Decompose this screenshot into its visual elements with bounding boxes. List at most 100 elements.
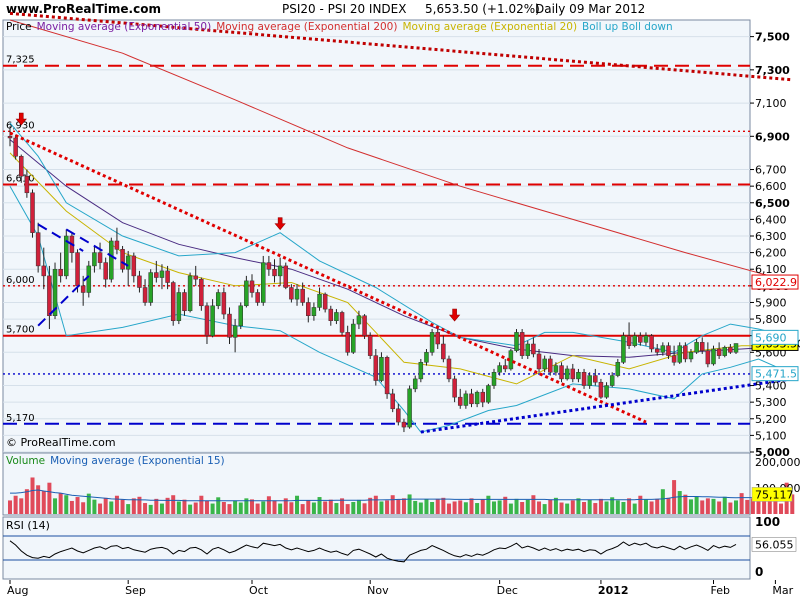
- candle-body: [688, 352, 694, 360]
- rsi-tag-box: [751, 537, 797, 552]
- candle-body: [632, 335, 637, 346]
- candle-body: [491, 371, 497, 386]
- candle-body: [170, 282, 176, 321]
- value-tag-box: [751, 366, 799, 382]
- candle-body: [47, 275, 52, 317]
- volume-bar: [289, 502, 294, 514]
- candle-body: [587, 375, 592, 386]
- candle-body: [64, 235, 69, 277]
- trend-line: [37, 223, 84, 252]
- candle-body: [615, 362, 621, 376]
- volume-bar: [334, 503, 339, 514]
- volume-bar: [537, 501, 542, 514]
- candle-body: [384, 357, 390, 395]
- x-tick-label: Feb: [710, 584, 729, 597]
- volume-bar: [345, 504, 350, 514]
- candle-body: [722, 347, 727, 356]
- volume-bar: [69, 500, 74, 514]
- rsi-lines: [3, 535, 750, 563]
- x-axis: Aug Sep Oct Nov Dec 2012 Feb Mar: [7, 580, 794, 597]
- candle-body: [283, 265, 289, 288]
- volume-bar: [13, 495, 18, 514]
- candle-body: [227, 313, 232, 338]
- candle-body: [666, 345, 671, 356]
- volume-bar: [722, 496, 727, 514]
- legend-entry: Moving average (Exponential 200): [216, 21, 397, 33]
- volume-bar: [773, 500, 778, 514]
- candle-body: [159, 270, 165, 278]
- candle-body: [328, 308, 334, 321]
- volume-bar: [8, 500, 12, 514]
- candle-body: [621, 335, 626, 363]
- volume-bar: [216, 497, 221, 514]
- legend-entry: Moving average (Exponential 20): [402, 21, 577, 33]
- volume-bar: [666, 497, 671, 514]
- candle-body: [441, 343, 446, 360]
- price-tick-label: 5,100: [755, 429, 787, 442]
- volume-bar: [244, 498, 249, 514]
- candle-body: [519, 332, 525, 356]
- candle-body: [486, 385, 491, 403]
- candle-body: [564, 368, 570, 380]
- volume-bar: [655, 498, 660, 514]
- candle-body: [638, 335, 643, 343]
- candle-body: [300, 288, 305, 303]
- volume-bar: [41, 491, 46, 514]
- volume-bar: [159, 503, 164, 514]
- candle-body: [232, 325, 238, 338]
- price-tick-label: 7,500: [755, 31, 790, 44]
- volume-bar: [593, 503, 598, 514]
- volume-bar: [306, 500, 311, 514]
- candle-body: [497, 365, 502, 373]
- candle-body: [699, 342, 705, 351]
- candle-body: [261, 262, 266, 303]
- site-name[interactable]: www.ProRealTime.com: [6, 2, 161, 16]
- price-tick-label: 5,300: [755, 396, 787, 409]
- volume-bar: [548, 499, 553, 514]
- volume-bar: [705, 498, 710, 514]
- x-tick-label: 2012: [598, 584, 629, 597]
- volume-bar: [323, 501, 328, 514]
- candle-body: [593, 375, 598, 383]
- price-tick-label: 5,900: [755, 296, 787, 309]
- volume-ma-path: [10, 489, 793, 502]
- volume-bar: [250, 499, 254, 514]
- volume-bar: [627, 498, 632, 514]
- volume-bar: [649, 501, 654, 514]
- candle-body: [244, 280, 249, 307]
- volume-bar: [503, 496, 508, 514]
- price-tick-label: 6,300: [755, 230, 787, 243]
- indicator-line: [9, 122, 793, 353]
- candle-body: [345, 332, 350, 353]
- volume-bar: [525, 499, 530, 514]
- price-tick-label: 7,300: [755, 64, 790, 77]
- volume-bar: [621, 502, 626, 514]
- trend-line: [420, 377, 793, 434]
- candle-body: [221, 292, 227, 315]
- indicator-line: [9, 152, 793, 385]
- volume-bar: [19, 498, 24, 514]
- volume-bar: [266, 496, 271, 514]
- volume-bar: [340, 498, 345, 514]
- candle-body: [80, 285, 86, 293]
- value-tag-box: [751, 329, 799, 345]
- price-tick-label: 6,700: [755, 164, 787, 177]
- candle-body: [390, 393, 395, 410]
- legend-entry: Moving average (Exponential 50): [37, 21, 212, 33]
- candle-body: [503, 365, 508, 370]
- volume-bar: [300, 504, 305, 514]
- volume-bar: [311, 502, 316, 514]
- volume-bar: [598, 498, 603, 514]
- candle-body: [401, 421, 407, 428]
- volume-bar: [660, 489, 665, 514]
- indicator-line: [9, 185, 793, 433]
- price-tick-label: 7,100: [755, 97, 787, 110]
- candle-body: [604, 385, 609, 398]
- candle-body: [289, 287, 294, 300]
- candle-body: [103, 262, 108, 280]
- volume-bar: [413, 500, 418, 514]
- volume-bar: [255, 503, 260, 514]
- volume-bar: [407, 494, 412, 514]
- rsi-tag-label: 56.055: [755, 538, 794, 551]
